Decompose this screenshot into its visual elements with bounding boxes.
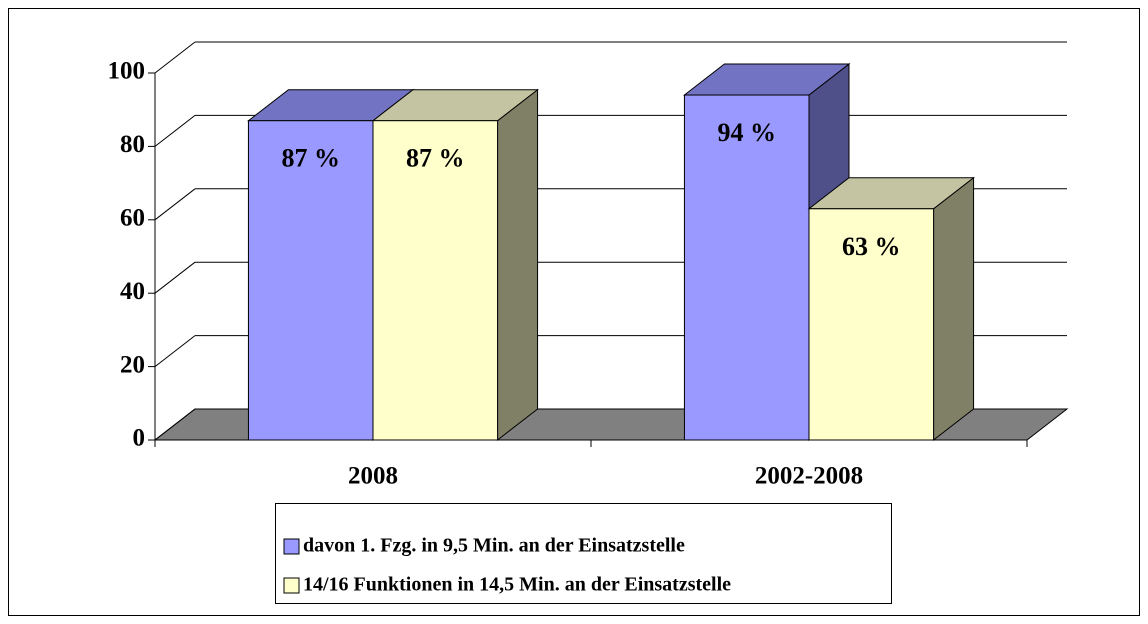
grid-diagonal xyxy=(154,115,196,147)
bar-side xyxy=(497,88,539,442)
bar xyxy=(808,208,935,441)
bar-side xyxy=(933,176,975,442)
grid-diagonal xyxy=(154,41,196,74)
legend-swatch xyxy=(283,577,300,594)
grid-diagonal xyxy=(154,408,196,441)
y-tick-label: 20 xyxy=(120,351,145,378)
y-tick-label: 100 xyxy=(108,58,146,85)
grid-diagonal xyxy=(154,188,196,221)
value-label: 94 % xyxy=(717,118,776,147)
value-label: 87 % xyxy=(281,144,340,173)
value-label: 87 % xyxy=(406,144,465,173)
grid-diagonal xyxy=(154,261,196,294)
legend-label: davon 1. Fzg. in 9,5 Min. an der Einsatz… xyxy=(303,535,685,557)
y-tick-label: 0 xyxy=(133,425,146,452)
bar xyxy=(683,94,810,441)
grid-diagonal xyxy=(154,335,196,367)
legend-box xyxy=(275,503,892,604)
legend-label: 14/16 Funktionen in 14,5 Min. an der Ein… xyxy=(303,574,731,596)
y-tick-label: 80 xyxy=(120,131,145,158)
x-tick-label: 2008 xyxy=(348,463,398,490)
legend-swatch xyxy=(283,538,300,555)
bar xyxy=(372,120,499,441)
y-tick-label: 40 xyxy=(120,278,145,305)
x-tick-label: 2002-2008 xyxy=(755,463,863,490)
y-tick-label: 60 xyxy=(120,205,145,232)
bar xyxy=(247,120,374,441)
value-label: 63 % xyxy=(842,232,901,261)
